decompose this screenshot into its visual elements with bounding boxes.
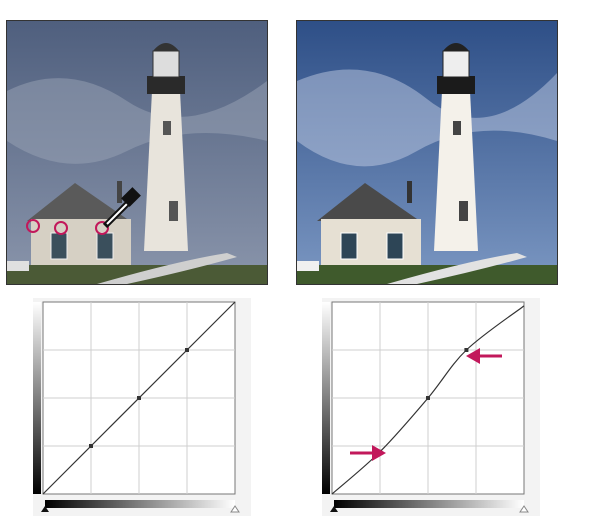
- before-photo-image: [7, 21, 267, 284]
- curve-svg-before: [33, 301, 240, 513]
- black-point-slider[interactable]: [330, 506, 338, 512]
- curve-point-2[interactable]: [137, 396, 141, 400]
- arrow-left-icon: [466, 348, 502, 364]
- sample-point-3: [95, 221, 109, 235]
- curve-point-3[interactable]: [464, 348, 469, 352]
- sample-point-2: [54, 221, 68, 235]
- sample-point-1: [26, 219, 40, 233]
- output-gradient-bar: [322, 302, 330, 494]
- before-photo: [6, 20, 268, 285]
- curve-point-1[interactable]: [89, 444, 93, 448]
- white-point-slider[interactable]: [230, 505, 240, 513]
- curves-graph-before[interactable]: [33, 298, 251, 516]
- input-gradient-bar: [334, 500, 524, 508]
- curves-graph-after[interactable]: [322, 298, 540, 516]
- input-gradient-bar: [45, 500, 235, 508]
- curve-point-2[interactable]: [426, 396, 430, 400]
- after-photo-image: [297, 21, 557, 284]
- eyedropper-icon: [102, 187, 141, 229]
- black-point-slider[interactable]: [41, 506, 49, 512]
- output-gradient-bar: [33, 302, 41, 494]
- curve-svg-after: [322, 301, 529, 513]
- arrow-right-icon: [350, 445, 386, 461]
- curve-point-3[interactable]: [185, 348, 189, 352]
- after-photo: [296, 20, 558, 285]
- white-point-slider[interactable]: [519, 505, 529, 513]
